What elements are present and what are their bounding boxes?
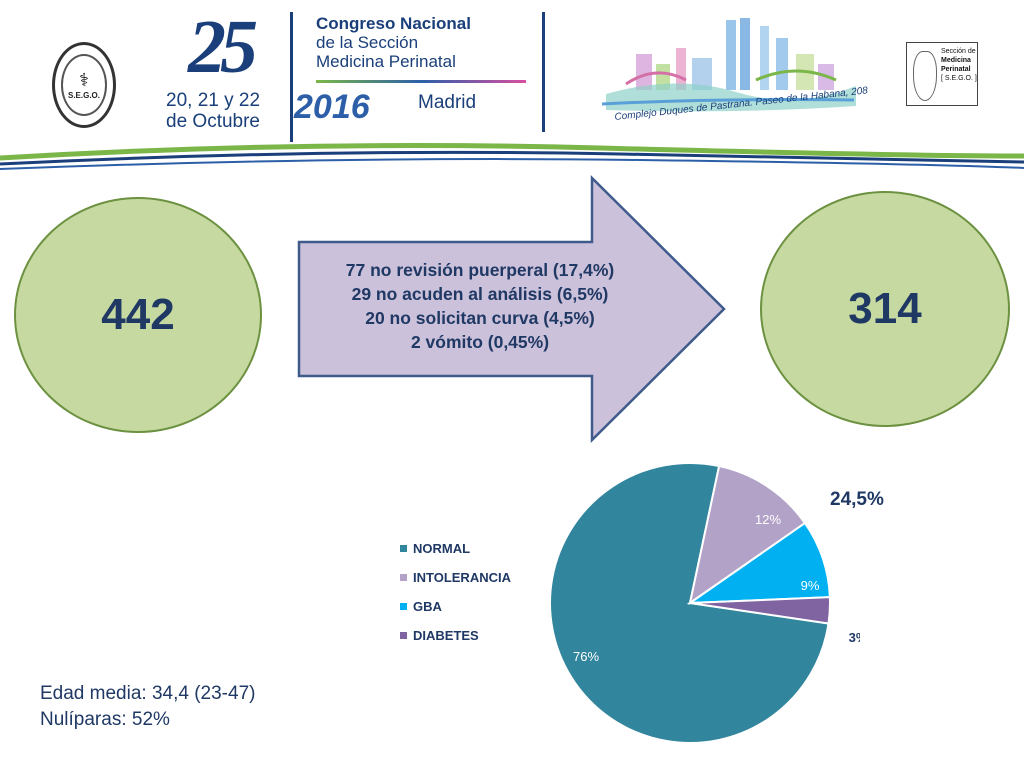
dates-line-1: 20, 21 y 22 (166, 90, 261, 111)
pie-data-label: 9% (801, 578, 820, 593)
pie-annotation: 24,5% (830, 489, 884, 510)
badge-text: Sección de Medicina Perinatal [ S.E.G.O.… (941, 47, 977, 83)
legend-label: INTOLERANCIA (413, 569, 511, 585)
badge-figure-icon (913, 51, 937, 101)
exclusion-item: 2 vómito (0,45%) (410, 332, 550, 352)
legend-label: GBA (413, 598, 442, 614)
badge-line-4: [ S.E.G.O. ] (941, 75, 977, 82)
caduceus-icon: ⚕ (79, 70, 89, 90)
pie-data-label: 3% (849, 630, 860, 645)
seal-text: S.E.G.O. (67, 91, 100, 100)
legend-swatch (400, 544, 407, 552)
end-count-circle: 314 (760, 191, 1010, 427)
start-count-circle: 442 (14, 197, 262, 433)
diagnosis-pie-chart: 76% 12% 9% 3% (549, 462, 860, 744)
title-underline (316, 80, 526, 83)
badge-line-1: Sección de (941, 48, 976, 55)
mean-age-text: Edad media: 34,4 (23-47) (40, 683, 256, 704)
title-line-1: Congreso Nacional (316, 14, 471, 33)
conference-city: Madrid (418, 92, 477, 113)
legend-label: NORMAL (413, 540, 471, 556)
start-count: 442 (101, 290, 175, 339)
header-divider (290, 12, 293, 142)
nulliparous-text: Nulíparas: 52% (40, 709, 170, 730)
conference-title: Congreso Nacional de la Sección Medicina… (316, 14, 471, 71)
end-count: 314 (848, 284, 922, 333)
legend-label: DIABETES (413, 627, 479, 643)
pie-slice-diabetes (689, 596, 831, 625)
badge-line-3: Perinatal (941, 66, 971, 73)
legend-item-intolerancia: INTOLERANCIA (400, 567, 511, 587)
legend-swatch (400, 602, 407, 610)
exclusion-item: 77 no revisión puerperal (17,4%) (345, 260, 615, 280)
anniversary-number: 25 (188, 5, 258, 89)
pie-slice-intolerancia (688, 464, 807, 606)
conference-header: ⚕ S.E.G.O. 25 20, 21 y 22 de Octubre Con… (0, 0, 1024, 175)
section-badge-logo: Sección de Medicina Perinatal [ S.E.G.O.… (906, 42, 978, 106)
sego-seal-logo: ⚕ S.E.G.O. (52, 42, 116, 128)
conference-year: 2016 (294, 88, 370, 126)
exclusion-arrow (297, 174, 726, 444)
pie-data-label: 12% (755, 512, 781, 527)
badge-line-2: Medicina (941, 57, 971, 64)
title-line-2: de la Sección (316, 33, 419, 52)
legend-swatch (400, 573, 407, 581)
legend-swatch (400, 631, 407, 639)
legend-item-diabetes: DIABETES (400, 625, 511, 645)
exclusion-item: 20 no solicitan curva (4,5%) (365, 308, 595, 328)
exclusion-item: 29 no acuden al análisis (6,5%) (351, 284, 609, 304)
title-line-3: Medicina Perinatal (316, 52, 456, 71)
seal-inner-ring: ⚕ S.E.G.O. (61, 54, 107, 116)
pie-legend: NORMAL INTOLERANCIA GBA DIABETES (400, 538, 511, 645)
exclusion-list: 77 no revisión puerperal (17,4%) 29 no a… (296, 258, 664, 354)
legend-item-gba: GBA (400, 596, 511, 616)
pie-slice-gba (686, 521, 831, 605)
dates-line-2: de Octubre (166, 111, 260, 132)
header-swoosh (0, 143, 1024, 170)
header-divider-2 (542, 12, 545, 132)
madrid-skyline-illustration (601, 18, 856, 112)
conference-dates: 20, 21 y 22 de Octubre (166, 90, 260, 132)
pie-data-label: 76% (573, 649, 599, 664)
legend-item-normal: NORMAL (400, 538, 511, 558)
cohort-summary: Edad media: 34,4 (23-47) Nulíparas: 52% (40, 681, 255, 733)
